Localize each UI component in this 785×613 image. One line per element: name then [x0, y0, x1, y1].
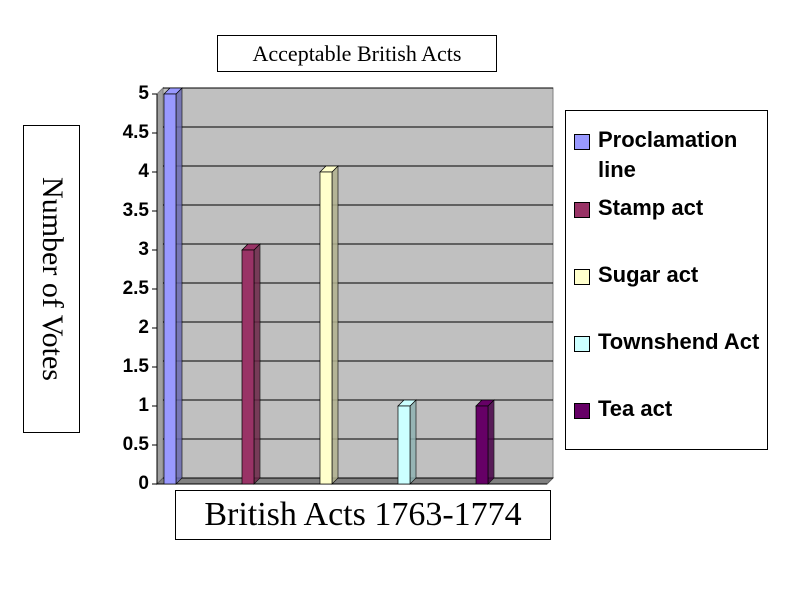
- y-tick-label: 2: [138, 317, 149, 338]
- legend-label: Townshend Act: [598, 329, 760, 354]
- y-tick-label: 2.5: [123, 278, 150, 299]
- y-tick-label: 4: [138, 161, 149, 182]
- chart-title: Acceptable British Acts: [217, 35, 497, 72]
- legend-label: Sugar act: [598, 262, 699, 287]
- legend-swatch: [574, 269, 590, 285]
- bar-side: [409, 399, 417, 485]
- bar: [397, 405, 411, 485]
- legend-swatch: [574, 336, 590, 352]
- legend-label: Proclamation line: [598, 127, 738, 182]
- y-tick-label: 4.5: [123, 122, 150, 143]
- y-axis-title-box: Number of Votes: [23, 125, 80, 433]
- plot-side: [156, 86, 164, 486]
- y-tick-label: 5: [138, 83, 149, 104]
- legend-swatch: [574, 202, 590, 218]
- y-tick-label: 3: [138, 239, 149, 260]
- legend: Proclamation line Stamp act Sugar act Towns…: [565, 110, 768, 450]
- plot-floor: [155, 477, 555, 485]
- bar-side: [253, 243, 261, 485]
- y-tick-label: 1.5: [123, 356, 150, 377]
- y-tick-label: 3.5: [123, 200, 150, 221]
- bar-side: [175, 87, 183, 485]
- legend-label: Stamp act: [598, 195, 704, 220]
- bar: [163, 93, 177, 485]
- bar: [319, 171, 333, 485]
- legend-label: Tea act: [598, 396, 673, 421]
- legend-swatch: [574, 134, 590, 150]
- y-tick-label: 1: [138, 395, 149, 416]
- bar-side: [487, 399, 495, 485]
- bar: [475, 405, 489, 485]
- y-tick-label: 0.5: [123, 434, 150, 455]
- y-tick-label: 0: [138, 473, 149, 494]
- bar: [241, 249, 255, 485]
- x-axis-title: British Acts 1763-1774: [175, 490, 551, 540]
- y-axis-title: Number of Votes: [35, 177, 69, 381]
- legend-swatch: [574, 403, 590, 419]
- bar-side: [331, 165, 339, 485]
